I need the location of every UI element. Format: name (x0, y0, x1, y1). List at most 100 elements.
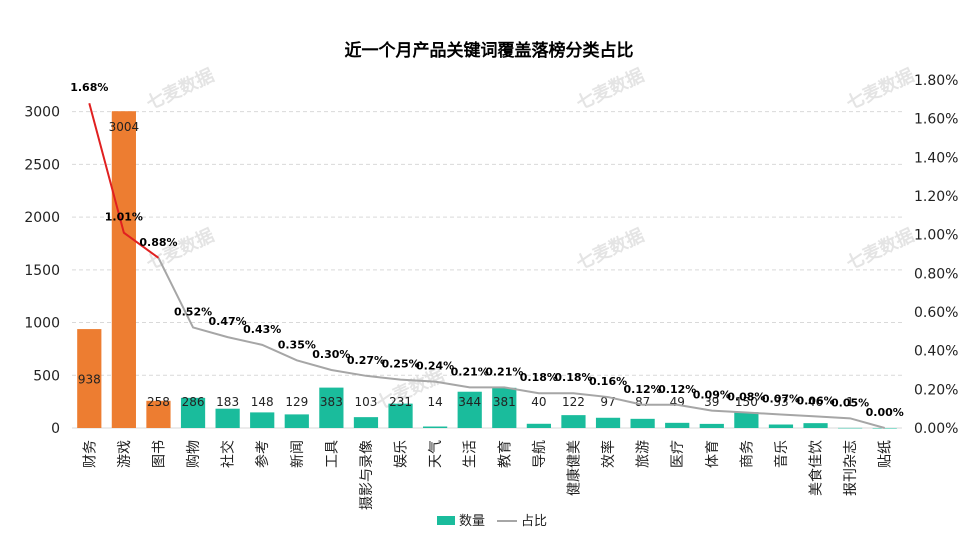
line-point-label: 0.88% (139, 236, 177, 249)
chart-title: 近一个月产品关键词覆盖落榜分类占比 (345, 40, 634, 61)
watermark-text: 七麦数据 (843, 64, 918, 114)
y-right-tick-label: 1.20% (914, 189, 958, 205)
y-left-tick-label: 2500 (24, 157, 60, 173)
line-path-highlight (88, 102, 160, 259)
line-point-label: 0.43% (243, 323, 281, 336)
bar (284, 414, 309, 428)
line-point-label: 1.68% (70, 81, 108, 94)
line-point-label: 0.08% (727, 391, 765, 404)
watermark-text: 七麦数据 (573, 64, 648, 114)
category-label: 体育 (705, 440, 721, 468)
line-point-label: 0.47% (209, 315, 247, 328)
bar-value-label: 383 (320, 395, 343, 409)
y-left-tick-label: 3000 (24, 105, 60, 121)
y-left-tick-label: 500 (33, 368, 60, 384)
category-label: 娱乐 (394, 440, 410, 468)
line-point-label: 1.01% (105, 211, 143, 224)
category-label: 参考 (254, 440, 271, 468)
bar-value-label: 103 (355, 395, 378, 409)
bar (630, 418, 655, 428)
bar (146, 400, 171, 428)
line-point-label: 0.12% (658, 383, 696, 396)
bar-value-label: 938 (78, 373, 101, 387)
y-right-tick-label: 1.60% (914, 112, 958, 128)
category-labels: 财务 游戏 图书 购物 社交 参考 新闻 工具 摄影与录像 娱乐 天气 生活 教育 导航 健康健美 效率 旅游医… (82, 440, 893, 510)
bar (353, 417, 379, 428)
category-label: 社交 (220, 440, 237, 468)
category-label: 导航 (532, 440, 548, 468)
bar-series: 938 3004 258 286 183 148 129 383 103 231 14 344 381 4… (77, 111, 897, 429)
bar (388, 403, 413, 428)
category-label: 美食佳饮 (808, 440, 825, 496)
bar-value-label: 381 (493, 395, 516, 409)
bar (111, 111, 136, 429)
y-right-tick-label: 0.80% (914, 266, 958, 282)
y-right-tick-label: 0.20% (914, 382, 958, 398)
category-label: 医疗 (670, 440, 686, 468)
y-right-tick-label: 1.00% (914, 228, 958, 244)
line-point-label: 0.24% (416, 360, 454, 373)
bar (319, 387, 344, 428)
bar-value-label: 231 (389, 395, 412, 409)
category-label: 游戏 (117, 440, 133, 468)
line-point-label: 0.12% (624, 383, 662, 396)
category-label: 健康健美 (565, 440, 582, 496)
bar (180, 397, 206, 428)
category-label: 图书 (151, 440, 167, 468)
bar-value-label: 40 (531, 395, 546, 409)
bar (77, 329, 102, 428)
category-label: 商务 (739, 440, 755, 468)
y-axis-left: 0 500 1000 1500 2000 2500 3000 (24, 105, 60, 437)
bar (250, 412, 275, 428)
line-point-label: 0.21% (485, 365, 523, 378)
bar-value-label: 344 (458, 395, 481, 409)
y-right-tick-label: 0.40% (914, 344, 958, 360)
bar-value-label: 49 (670, 395, 685, 409)
legend[interactable]: 数量 占比 (437, 514, 547, 529)
category-label: 贴纸 (878, 440, 894, 468)
bar (768, 424, 794, 428)
line-point-label: 0.52% (174, 305, 212, 318)
bar (803, 423, 828, 428)
bar (423, 426, 448, 428)
y-right-tick-label: 0.60% (914, 305, 958, 321)
bar-value-label: 129 (285, 395, 308, 409)
bar-value-label: 148 (251, 395, 274, 409)
bar-value-label: 33 (773, 395, 788, 409)
bar-value-label: 39 (704, 395, 719, 409)
bar-value-label: 122 (562, 395, 585, 409)
bar-value-label: 87 (635, 395, 650, 409)
bar-value-label: 14 (427, 395, 442, 409)
watermark-text: 七麦数据 (843, 224, 918, 274)
y-axis-right: 0.00% 0.20% 0.40% 0.60% 0.80% 1.00% 1.20% 1.40%… (914, 73, 958, 437)
bar (665, 422, 690, 428)
line-point-label: 0.06% (796, 394, 834, 407)
legend-label-line: 占比 (521, 514, 547, 529)
bar-value-label: 183 (216, 395, 239, 409)
line-point-label: 0.25% (381, 358, 419, 371)
category-label: 购物 (186, 440, 202, 468)
line-point-label: 0.18% (520, 371, 558, 384)
category-label: 生活 (463, 440, 479, 468)
line-point-label: 0.16% (589, 375, 627, 388)
bar (526, 423, 551, 428)
category-label: 旅游 (636, 440, 652, 468)
category-label: 教育 (497, 440, 513, 468)
category-label: 摄影与录像 (359, 440, 375, 510)
category-label: 财务 (82, 440, 98, 468)
watermark-text: 七麦数据 (143, 64, 218, 114)
y-left-tick-label: 0 (51, 421, 60, 437)
category-label: 效率 (600, 440, 617, 468)
line-series: 1.68% 1.01% 0.88% 0.52%0.47%0.43% 0.35%0.30%… (70, 81, 904, 429)
bar-value-label: 258 (147, 395, 170, 409)
line-point-label: 0.05% (831, 396, 869, 409)
y-left-tick-label: 1500 (24, 263, 60, 279)
gridlines (72, 111, 902, 429)
line-point-label: 0.07% (762, 392, 800, 405)
line-point-label: 0.09% (693, 389, 731, 402)
bar (699, 423, 724, 428)
line-point-label: 0.18% (554, 371, 592, 384)
line-point-label: 0.27% (347, 354, 385, 367)
